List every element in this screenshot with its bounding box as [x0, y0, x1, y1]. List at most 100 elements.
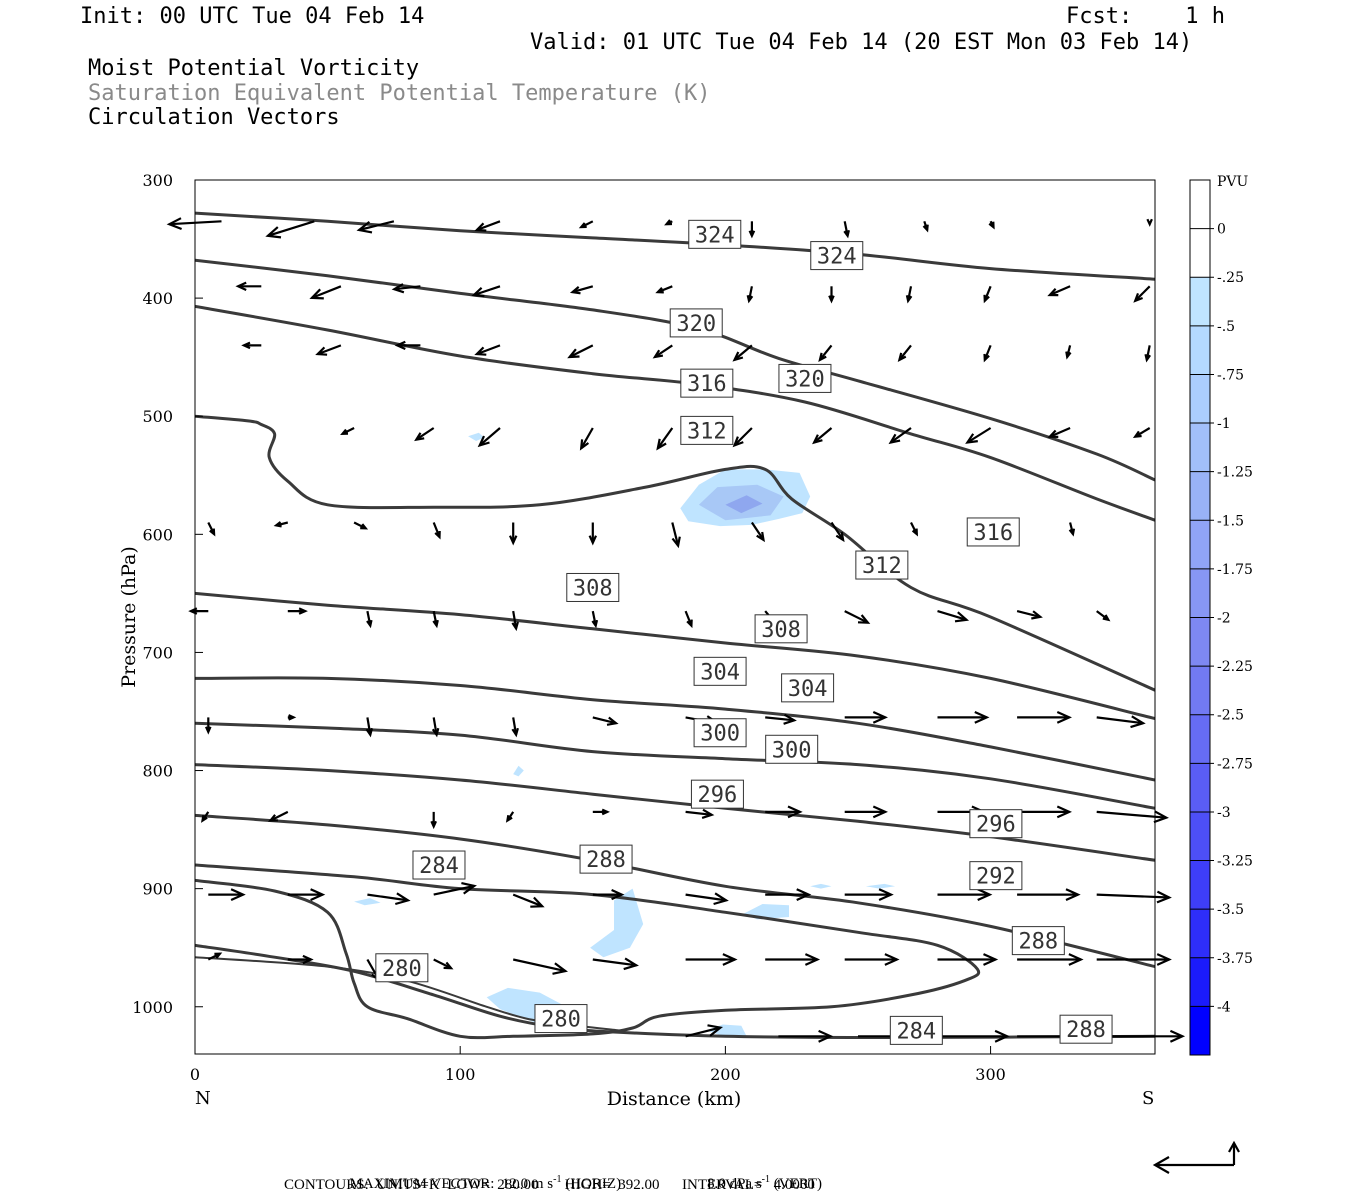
circulation-vector-14 [391, 283, 421, 294]
colorbar-swatch-8 [1190, 568, 1210, 618]
contour-label-288-1: 288 [1018, 930, 1058, 955]
contour-label-320-0: 320 [676, 312, 716, 337]
contour-label-box-296-0 [690, 779, 744, 809]
circulation-vector-68 [937, 610, 970, 623]
reference-vector [1152, 1140, 1240, 1174]
circulation-vector-103 [844, 888, 894, 902]
circulation-vector-83 [201, 811, 210, 823]
circulation-vector-7 [843, 221, 850, 239]
x-end-label-north: N [195, 1088, 211, 1109]
circulation-vector-4 [578, 220, 594, 229]
contour-300 [195, 721, 1155, 810]
contour-label-box-324-1 [810, 241, 864, 271]
pv-region-3 [468, 432, 485, 441]
circulation-vector-101 [685, 892, 729, 906]
colorbar-swatch-1 [1190, 228, 1210, 278]
contour-label-320-1: 320 [785, 367, 825, 392]
circulation-vector-99 [512, 893, 545, 908]
circulation-vector-113 [685, 953, 738, 966]
circulation-vector-70 [1096, 610, 1111, 622]
circulation-vector-29 [652, 344, 673, 359]
pv-region-9 [354, 898, 381, 906]
colorbar-label-2: -.5 [1217, 319, 1235, 335]
colorbar-swatch-0 [1190, 180, 1210, 230]
circulation-vector-16 [569, 285, 594, 295]
contour-label-296-1: 296 [976, 813, 1016, 838]
circulation-vector-33 [983, 344, 992, 363]
circulation-vector-51 [508, 522, 518, 546]
y-tick-label-1: 400 [142, 289, 173, 308]
circulation-vector-115 [844, 953, 900, 966]
colorbar-label-11: -2.75 [1217, 756, 1253, 772]
circulation-vector-89 [685, 808, 715, 819]
circulation-vector-79 [844, 710, 888, 724]
circulation-vector-52 [588, 522, 598, 546]
circulation-vector-layer [166, 217, 1186, 1043]
field-title-theta-es: Saturation Equivalent Potential Temperat… [88, 81, 711, 106]
colorbar-swatch-9 [1190, 617, 1210, 667]
max-vector-horiz-unit: (HORIZ) [565, 1176, 622, 1192]
pv-region-11 [865, 883, 896, 889]
contour-label-box-308-1 [754, 614, 808, 644]
circulation-vector-69 [1016, 610, 1043, 620]
circulation-vector-48 [273, 521, 289, 528]
colorbar-label-9: -2.25 [1217, 659, 1253, 675]
x-tick-label-1: 100 [445, 1065, 476, 1084]
contour-312 [195, 414, 1155, 692]
circulation-vector-36 [340, 427, 355, 435]
contour-label-box-304-1 [781, 673, 835, 703]
colorbar-label-7: -1.75 [1217, 562, 1253, 578]
contour-label-324-1: 324 [817, 245, 857, 270]
circulation-vector-88 [592, 808, 610, 816]
colorbar-label-4: -1 [1217, 416, 1231, 432]
circulation-vector-71 [204, 717, 212, 735]
circulation-vector-102 [765, 888, 812, 902]
contour-label-box-324-0 [688, 219, 742, 249]
y-tick-label-0: 300 [142, 171, 173, 190]
contour-label-box-280-0 [375, 953, 429, 983]
circulation-vector-41 [732, 427, 753, 448]
contour-label-box-284-1 [889, 1015, 943, 1045]
contour-label-292-0: 292 [976, 865, 1016, 890]
circulation-vector-18 [746, 286, 754, 304]
circulation-vector-80 [937, 710, 990, 724]
circulation-vector-75 [511, 717, 519, 738]
circulation-vector-105 [1017, 888, 1081, 902]
colorbar-swatch-15 [1190, 909, 1210, 959]
field-title-mpv: Moist Potential Vorticity [88, 56, 420, 81]
circulation-vector-59 [188, 607, 209, 615]
circulation-vector-9 [988, 220, 995, 230]
max-vector-label: MAXIMUM VECTOR: [349, 1176, 495, 1192]
contour-label-box-316-1 [966, 517, 1020, 547]
contour-label-316-0: 316 [687, 372, 727, 397]
contour-label-280-0: 280 [382, 957, 422, 982]
colorbar-label-8: -2 [1217, 611, 1231, 627]
colorbar-swatch-13 [1190, 811, 1210, 862]
circulation-vector-107 [207, 952, 223, 961]
contour-304 [195, 676, 1155, 782]
contour-label-box-316-0 [680, 368, 734, 398]
circulation-vector-11 [1146, 218, 1153, 227]
colorbar-swatch-3 [1190, 325, 1210, 375]
colorbar-swatch-11 [1190, 714, 1210, 764]
contour-label-box-292-0 [969, 861, 1023, 891]
colorbar-label-3: -.75 [1217, 367, 1244, 383]
contour-label-280-1: 280 [541, 1008, 581, 1033]
circulation-vector-38 [477, 427, 501, 448]
circulation-vector-118 [1096, 953, 1172, 966]
axes-layer: 300 400 500 600 700 800 900 1000 0 100 200 300 [132, 171, 1006, 1084]
y-tick-label-4: 700 [142, 643, 173, 662]
circulation-vector-82 [1096, 715, 1146, 729]
contour-label-box-320-0 [669, 308, 723, 338]
contour-label-box-288-2 [1059, 1014, 1113, 1044]
circulation-vector-12 [235, 281, 262, 292]
circulation-vector-61 [366, 610, 373, 629]
circulation-vector-110 [433, 958, 454, 970]
circulation-vector-98 [433, 882, 477, 896]
contour-324 [195, 211, 1155, 281]
colorbar-label-6: -1.5 [1217, 513, 1244, 529]
circulation-vector-24 [241, 341, 262, 350]
contour-label-box-280-1 [534, 1004, 588, 1034]
colorbar-swatch-6 [1190, 471, 1210, 521]
circulation-vector-78 [765, 713, 797, 725]
